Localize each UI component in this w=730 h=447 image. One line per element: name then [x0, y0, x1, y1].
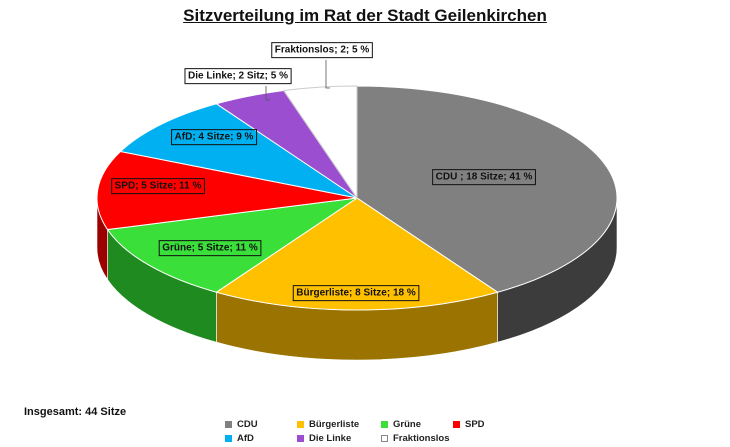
legend-label: SPD	[465, 419, 485, 430]
pie-slice-grüne	[106, 197, 358, 293]
legend-item-bürgerliste: Bürgerliste	[297, 419, 381, 430]
pie-slice-bürgerliste	[215, 197, 499, 311]
pie-slice-spd	[96, 150, 358, 231]
legend-swatch	[381, 435, 388, 442]
data-label-cdu: CDU ; 18 Sitze; 41 %	[432, 169, 536, 186]
total-seats-label: Insgesamt: 44 Sitze	[24, 406, 127, 418]
legend-swatch	[225, 421, 232, 428]
legend-swatch	[297, 435, 304, 442]
legend-item-spd: SPD	[453, 419, 525, 430]
data-label-afd: AfD; 4 Sitze; 9 %	[171, 129, 258, 146]
svg-text:Fraktionslos; 2; 5 %: Fraktionslos; 2; 5 %	[275, 45, 370, 56]
legend: CDU Bürgerliste Grüne SPD AfD Die Linke Frakti…	[225, 419, 525, 444]
legend-label: CDU	[237, 419, 258, 430]
legend-label: Fraktionslos	[393, 433, 450, 444]
legend-label: Die Linke	[309, 433, 352, 444]
legend-swatch	[297, 421, 304, 428]
data-label-fraktionslos: Fraktionslos; 2; 5 %	[271, 42, 373, 89]
pie-slice-cdu	[356, 85, 618, 293]
svg-text:SPD; 5 Sitze; 11 %: SPD; 5 Sitze; 11 %	[115, 181, 202, 192]
legend-item-grüne: Grüne	[381, 419, 453, 430]
pie-slice-afd	[119, 103, 358, 199]
legend-item-cdu: CDU	[225, 419, 297, 430]
svg-text:AfD; 4 Sitze; 9 %: AfD; 4 Sitze; 9 %	[175, 132, 254, 143]
data-label-grüne: Grüne; 5 Sitze; 11 %	[158, 240, 262, 257]
legend-label: Bürgerliste	[309, 419, 360, 430]
svg-text:Die Linke; 2 Sitz; 5 %: Die Linke; 2 Sitz; 5 %	[188, 71, 288, 82]
legend-item-die-linke: Die Linke	[297, 433, 381, 444]
chart-title: Sitzverteilung im Rat der Stadt Geilenki…	[183, 6, 547, 25]
data-label-spd: SPD; 5 Sitze; 11 %	[111, 178, 205, 195]
legend-swatch	[381, 421, 388, 428]
legend-item-fraktionslos: Fraktionslos	[381, 433, 453, 444]
legend-label: AfD	[237, 433, 254, 444]
legend-swatch	[453, 421, 460, 428]
data-label-bürgerliste: Bürgerliste; 8 Sitze; 18 %	[292, 285, 420, 302]
svg-text:Grüne; 5 Sitze; 11 %: Grüne; 5 Sitze; 11 %	[162, 243, 258, 254]
data-label-die-linke: Die Linke; 2 Sitz; 5 %	[184, 68, 292, 101]
svg-text:CDU ; 18 Sitze; 41 %: CDU ; 18 Sitze; 41 %	[436, 172, 533, 183]
legend-item-afd: AfD	[225, 433, 297, 444]
pie-slice-fraktionslos	[282, 85, 358, 200]
svg-text:Bürgerliste; 8 Sitze; 18 %: Bürgerliste; 8 Sitze; 18 %	[296, 288, 416, 299]
legend-label: Grüne	[393, 419, 421, 430]
legend-swatch	[225, 435, 232, 442]
